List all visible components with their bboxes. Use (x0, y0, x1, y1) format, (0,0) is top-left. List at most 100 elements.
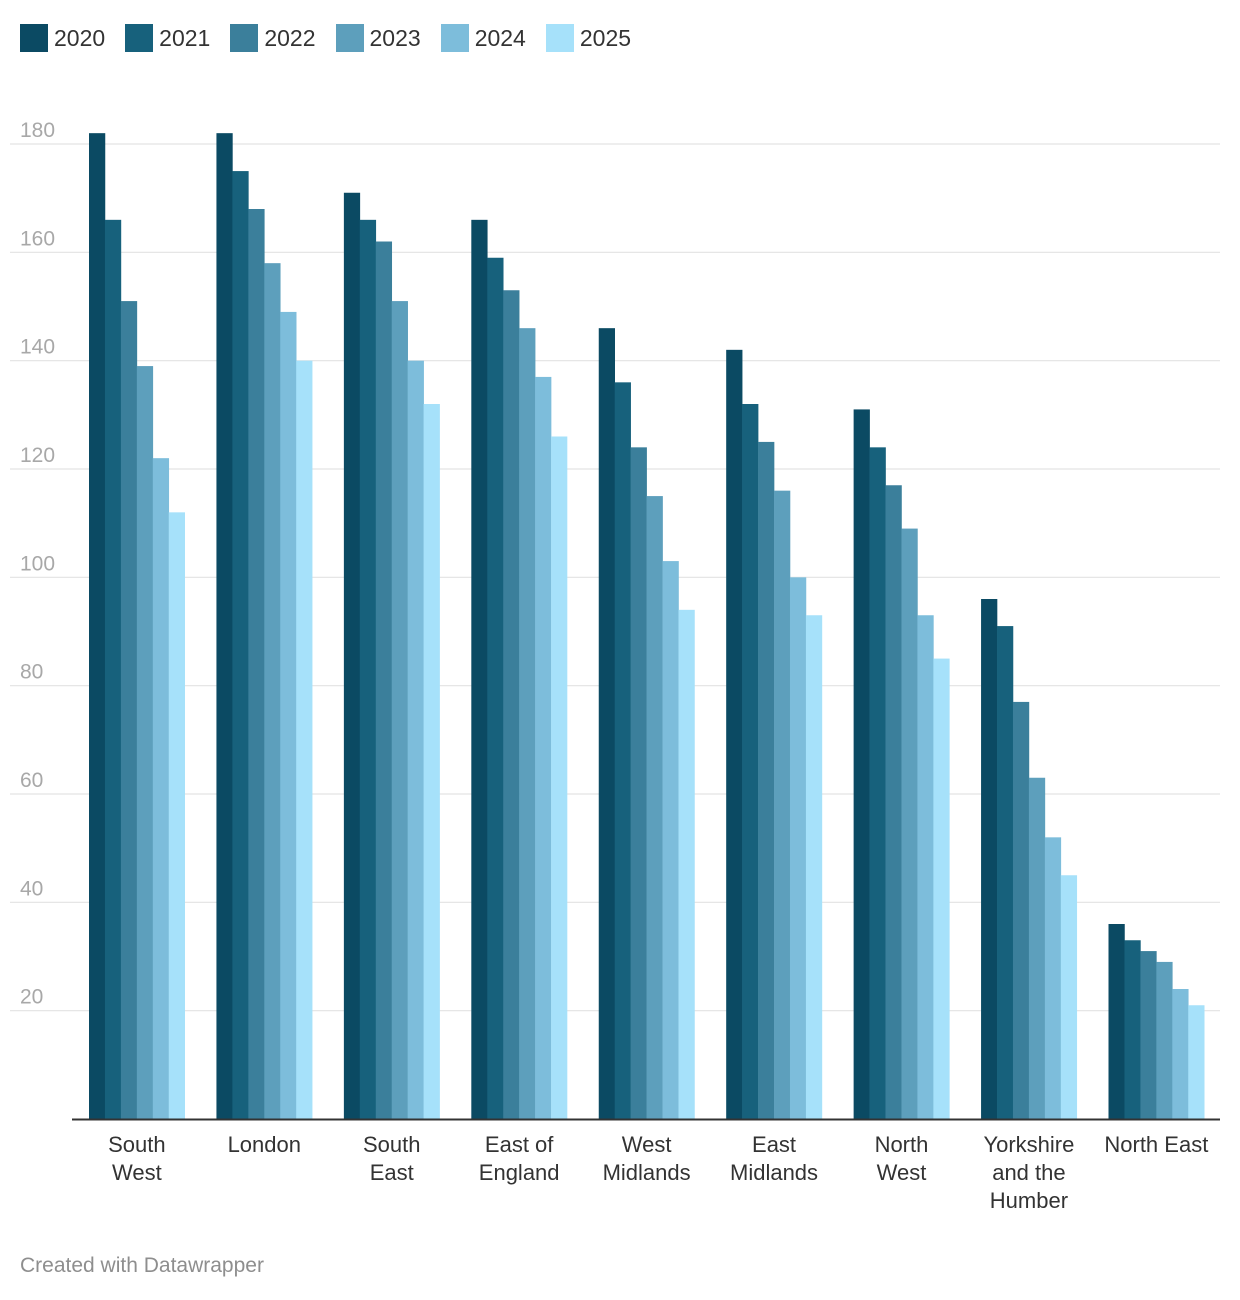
bar-2022 (375, 241, 393, 1119)
bar-2023 (646, 496, 663, 1119)
bar-2020 (216, 133, 233, 1119)
legend-item-2022: 2022 (230, 24, 316, 52)
bar-group (853, 409, 950, 1120)
legend-label: 2023 (369, 25, 421, 51)
y-tick-label: 40 (20, 877, 43, 900)
bar-2025 (168, 512, 185, 1119)
x-category-label: West Midlands (603, 1132, 691, 1185)
legend-item-2025: 2025 (545, 24, 631, 52)
legend-swatch (545, 24, 574, 52)
x-category-line: Midlands (603, 1160, 691, 1185)
bar-2020 (726, 349, 743, 1119)
bar-2021 (104, 219, 122, 1120)
y-tick-label: 60 (20, 769, 43, 792)
y-tick-label: 100 (20, 552, 55, 575)
x-category-line: Midlands (730, 1160, 818, 1185)
x-category-label: South East (363, 1132, 421, 1185)
bar-2021 (997, 626, 1014, 1119)
bar-2023 (901, 528, 918, 1119)
bar-2021 (614, 382, 631, 1119)
bar-2020 (343, 192, 361, 1119)
x-category-line: Humber (990, 1188, 1068, 1213)
x-category-line: East (370, 1160, 414, 1185)
bar-2021 (232, 171, 249, 1120)
bar-2020 (853, 409, 870, 1120)
x-category-line: North (875, 1132, 929, 1157)
bar-2025 (423, 404, 440, 1119)
x-category-line: West (877, 1160, 927, 1185)
legend-item-2024: 2024 (440, 24, 526, 52)
y-tick-label: 180 (20, 119, 55, 142)
bar-2020 (89, 133, 106, 1119)
bar-2023 (774, 490, 791, 1120)
legend-swatch (230, 24, 259, 52)
bar-group (598, 328, 695, 1120)
x-category-line: England (479, 1160, 560, 1185)
x-category-line: West (112, 1160, 162, 1185)
x-category-line: South (363, 1132, 421, 1157)
y-tick-label: 140 (20, 336, 55, 359)
bar-2022 (1012, 701, 1030, 1119)
bar-2022 (120, 301, 138, 1119)
bar-2023 (391, 301, 408, 1119)
legend-label: 2021 (159, 25, 211, 51)
bar-2024 (280, 311, 297, 1120)
x-category-line: East (752, 1132, 796, 1157)
bar-2020 (598, 328, 615, 1120)
bar-2024 (789, 577, 807, 1119)
x-axis-categories: South West London South East East of England We… (108, 1132, 1208, 1213)
x-category-line: North East (1104, 1132, 1208, 1157)
legend-swatch (125, 24, 154, 52)
bar-2020 (471, 219, 488, 1120)
x-category-line: South (108, 1132, 166, 1157)
legend-label: 2024 (474, 25, 526, 51)
legend-item-2023: 2023 (335, 24, 421, 52)
bar-2021 (487, 257, 504, 1119)
bar-2023 (264, 263, 281, 1120)
bar-2020 (981, 599, 998, 1119)
legend-swatch (335, 24, 364, 52)
x-category-line: and the (992, 1160, 1065, 1185)
bar-2024 (407, 360, 424, 1120)
bar-group (1108, 924, 1205, 1119)
bar-2025 (1188, 1005, 1205, 1119)
legend-swatch (20, 24, 48, 52)
x-category-label: North West (875, 1132, 929, 1185)
bar-group (343, 192, 440, 1120)
y-tick-label: 20 (20, 986, 43, 1009)
bar-2024 (1172, 989, 1189, 1119)
x-category-label: East Midlands (730, 1132, 818, 1185)
legend-item-2020: 2020 (20, 24, 105, 52)
bar-2025 (678, 609, 695, 1119)
bar-2021 (359, 219, 377, 1120)
bar-2022 (885, 485, 902, 1119)
bar-2025 (1060, 875, 1078, 1119)
x-category-label: North East (1104, 1132, 1208, 1157)
y-tick-label: 160 (20, 227, 55, 250)
footer-credit: Created with Datawrapper (20, 1254, 264, 1277)
bar-2022 (758, 441, 775, 1120)
bar-2024 (535, 376, 552, 1120)
bar-2025 (296, 360, 313, 1120)
bar-2023 (1028, 777, 1046, 1119)
bar-2023 (519, 328, 536, 1120)
x-category-label: Yorkshire and the Humber (983, 1132, 1074, 1213)
legend-label: 2022 (264, 25, 316, 51)
bar-2021 (1124, 940, 1141, 1119)
chart-legend: 2020 2021 2022 2023 2024 2025 (20, 22, 651, 54)
x-category-label: London (228, 1132, 301, 1157)
bar-2024 (917, 615, 934, 1119)
x-category-label: South West (108, 1132, 166, 1185)
bar-2024 (152, 458, 170, 1120)
x-category-label: East of England (479, 1132, 560, 1185)
bar-2022 (1140, 951, 1157, 1119)
bar-2023 (136, 366, 154, 1119)
bar-group (726, 349, 823, 1120)
x-category-line: East of (485, 1132, 554, 1157)
bar-group (981, 599, 1078, 1119)
bar-2021 (742, 404, 759, 1119)
bar-group (471, 219, 568, 1120)
bar-2022 (248, 209, 265, 1119)
y-tick-label: 120 (20, 444, 55, 467)
